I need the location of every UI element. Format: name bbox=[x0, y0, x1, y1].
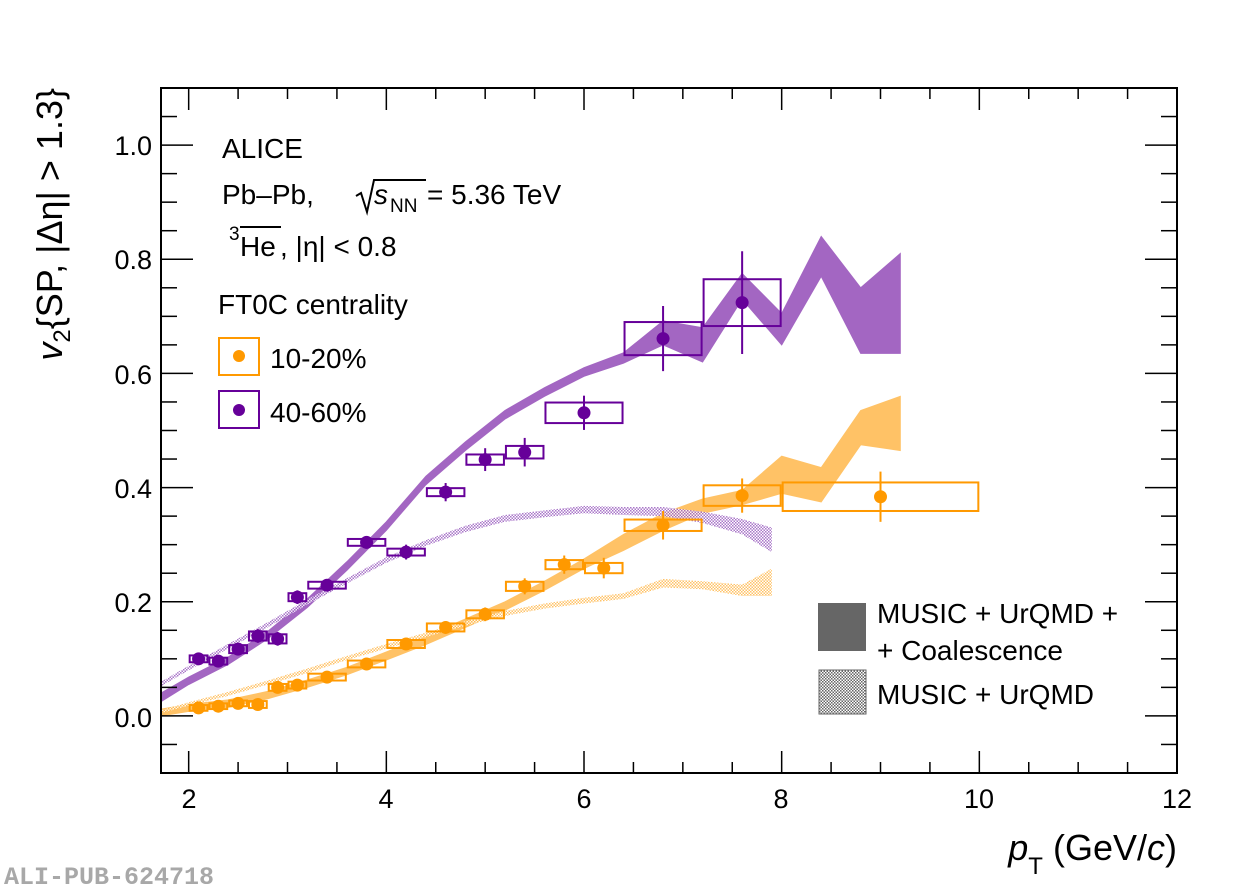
model-bands bbox=[161, 235, 901, 717]
data-points bbox=[192, 251, 888, 715]
data-point-10-20 bbox=[192, 701, 206, 715]
data-point-10-20 bbox=[290, 678, 304, 692]
data-point-40-60 bbox=[320, 578, 334, 592]
y-tick-label: 1.0 bbox=[114, 131, 152, 161]
legend-entry-music-urqmd: MUSIC + UrQMD bbox=[818, 669, 1094, 715]
data-point-40-60 bbox=[360, 535, 374, 549]
energy-value: = 5.36 TeV bbox=[427, 179, 561, 210]
data-point-10-20 bbox=[399, 637, 413, 651]
experiment-label: ALICE bbox=[222, 133, 303, 164]
x-axis-title-c: c bbox=[1147, 827, 1165, 868]
data-point-10-20 bbox=[271, 680, 285, 694]
legend-label: 40-60% bbox=[270, 397, 367, 428]
legend-marker-purple bbox=[233, 404, 245, 416]
legend-label: 10-20% bbox=[270, 343, 367, 374]
x-tick-label: 6 bbox=[576, 784, 591, 814]
model-band-coalescence-0 bbox=[161, 235, 901, 703]
data-point-40-60 bbox=[439, 485, 453, 499]
y-tick-label: 0.2 bbox=[114, 588, 152, 618]
data-point-40-60 bbox=[399, 545, 413, 559]
y-tick-labels: 0.0 0.2 0.4 0.6 0.8 1.0 bbox=[114, 131, 152, 733]
particle-name: He bbox=[240, 231, 276, 262]
collision-system-label: Pb–Pb, s NN = 5.36 TeV bbox=[222, 179, 561, 217]
particle-superscript: 3 bbox=[229, 224, 240, 245]
legend-label: MUSIC + UrQMD + bbox=[877, 598, 1118, 629]
legend-label: + Coalescence bbox=[877, 635, 1063, 666]
data-point-40-60 bbox=[231, 642, 245, 656]
data-point-10-20 bbox=[211, 699, 225, 713]
y-tick-label: 0.4 bbox=[114, 474, 152, 504]
legend-entry-10-20: 10-20% bbox=[218, 337, 367, 376]
data-point-10-20 bbox=[439, 620, 453, 634]
data-point-40-60 bbox=[656, 332, 670, 346]
x-axis-title-unit: (GeV/ bbox=[1043, 827, 1147, 868]
x-tick-label: 12 bbox=[1162, 784, 1192, 814]
data-point-10-20 bbox=[231, 696, 245, 710]
particle-label: 3 He , |η| < 0.8 bbox=[229, 224, 397, 262]
legend-box-purple bbox=[218, 390, 260, 429]
legend-swatch-solid bbox=[818, 603, 866, 651]
y-tick-label: 0.6 bbox=[114, 360, 152, 390]
legend-box-orange bbox=[218, 337, 260, 376]
data-point-40-60 bbox=[251, 629, 265, 643]
y-axis-title: v2{SP, |Δη| > 1.3} bbox=[29, 88, 76, 361]
data-point-10-20 bbox=[656, 518, 670, 532]
x-axis-title-close: ) bbox=[1165, 827, 1177, 868]
data-point-10-20 bbox=[735, 489, 749, 503]
x-axis-title-sub: T bbox=[1028, 853, 1043, 880]
axis-ticks bbox=[161, 87, 1178, 774]
model-band-music-urqmd-3 bbox=[161, 568, 772, 714]
x-axis-title-p: p bbox=[1007, 827, 1028, 868]
legend-marker-orange bbox=[233, 350, 245, 362]
data-point-40-60 bbox=[478, 453, 492, 467]
data-point-40-60 bbox=[518, 445, 532, 459]
particle-cut: , |η| < 0.8 bbox=[280, 231, 397, 262]
y-tick-label: 0.0 bbox=[114, 703, 152, 733]
data-point-10-20 bbox=[557, 558, 571, 572]
data-point-10-20 bbox=[251, 698, 265, 711]
data-point-10-20 bbox=[360, 657, 374, 671]
data-point-10-20 bbox=[518, 579, 532, 593]
y-tick-label: 0.8 bbox=[114, 245, 152, 275]
energy-subscript: NN bbox=[390, 196, 417, 217]
model-band-coalescence-1 bbox=[161, 395, 901, 717]
data-point-40-60 bbox=[192, 652, 206, 666]
y-axis-title-v: v bbox=[29, 341, 70, 361]
x-tick-label: 8 bbox=[773, 784, 788, 814]
legend-label: MUSIC + UrQMD bbox=[877, 679, 1094, 710]
legend-swatch-hatched bbox=[818, 669, 867, 715]
x-tick-label: 4 bbox=[378, 784, 393, 814]
data-point-40-60 bbox=[271, 632, 285, 646]
data-point-10-20 bbox=[478, 607, 492, 621]
legend-title: FT0C centrality bbox=[218, 289, 408, 320]
sqrt-icon bbox=[355, 179, 426, 216]
y-axis-title-sub: 2 bbox=[49, 329, 76, 342]
data-point-10-20 bbox=[874, 490, 888, 504]
x-tick-labels: 2 4 6 8 10 12 bbox=[181, 784, 1192, 814]
energy-symbol: s bbox=[374, 179, 388, 210]
data-point-40-60 bbox=[577, 406, 591, 420]
model-band-music-urqmd-2 bbox=[161, 505, 772, 687]
publication-id: ALI-PUB-624718 bbox=[4, 863, 214, 890]
data-point-40-60 bbox=[290, 590, 304, 604]
legend-entry-40-60: 40-60% bbox=[218, 390, 367, 429]
y-axis-title-rest: {SP, |Δη| > 1.3} bbox=[29, 88, 70, 329]
system-text: Pb–Pb, bbox=[222, 179, 314, 210]
legend-entry-coalescence: MUSIC + UrQMD + + Coalescence bbox=[818, 598, 1118, 666]
data-point-10-20 bbox=[320, 670, 334, 684]
x-tick-label: 10 bbox=[964, 784, 994, 814]
data-point-10-20 bbox=[597, 561, 611, 575]
data-point-40-60 bbox=[211, 654, 225, 668]
x-axis-title: pT (GeV/c) bbox=[1007, 827, 1177, 880]
data-point-40-60 bbox=[735, 296, 749, 310]
x-tick-label: 2 bbox=[181, 784, 196, 814]
